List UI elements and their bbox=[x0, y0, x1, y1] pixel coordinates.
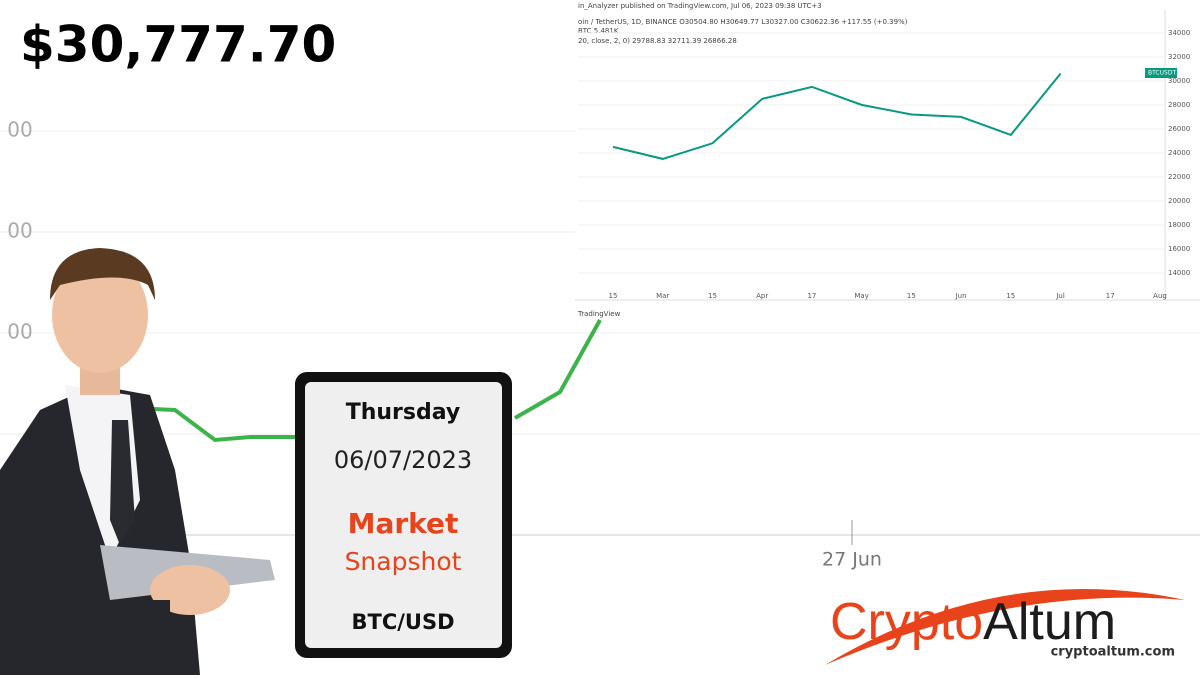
logo-url: cryptoaltum.com bbox=[1051, 645, 1175, 660]
x-tick-label: 15 bbox=[609, 292, 618, 300]
x-tick-label: Apr bbox=[756, 292, 768, 300]
y-tick-label: 14000 bbox=[1168, 269, 1190, 277]
inset-footer: TradingView bbox=[577, 310, 621, 318]
y-tick-label: 30000 bbox=[1168, 77, 1190, 85]
x-tick-label: Aug bbox=[1153, 292, 1167, 300]
card-title: Market bbox=[348, 507, 459, 540]
price: $30,777.70 bbox=[20, 16, 336, 74]
y-tick-label: 28000 bbox=[1168, 101, 1190, 109]
person bbox=[0, 248, 275, 675]
card-day: Thursday bbox=[346, 400, 461, 425]
x-tick-label: 15 bbox=[708, 292, 717, 300]
inset-header: 20, close, 2, 0) 29788.83 32711.39 26866… bbox=[578, 37, 737, 45]
price-tag bbox=[1145, 68, 1177, 78]
x-tick-label: Jun bbox=[955, 292, 967, 300]
x-tick-label: 17 bbox=[1106, 292, 1115, 300]
bg-y-label: 00 bbox=[7, 320, 32, 344]
inset-header: oin / TetherUS, 1D, BINANCE O30504.80 H3… bbox=[578, 18, 908, 26]
inset-header: in_Analyzer published on TradingView.com… bbox=[578, 2, 822, 10]
y-tick-label: 20000 bbox=[1168, 197, 1190, 205]
card-subtitle: Snapshot bbox=[345, 547, 462, 576]
y-tick-label: 24000 bbox=[1168, 149, 1190, 157]
bg-x-label: 27 Jun bbox=[822, 549, 882, 571]
logo-part: Crypto bbox=[830, 593, 983, 651]
x-tick-label: May bbox=[854, 292, 868, 300]
card: Thursday 06/07/2023 Market Snapshot BTC/… bbox=[295, 372, 512, 658]
x-tick-label: Mar bbox=[656, 292, 669, 300]
bg-y-label: 00 bbox=[7, 118, 32, 142]
inset-chart: in_Analyzer published on TradingView.com… bbox=[575, 0, 1200, 318]
logo-part: Altum bbox=[983, 593, 1116, 651]
background-line bbox=[129, 319, 602, 443]
y-tick-label: 22000 bbox=[1168, 173, 1190, 181]
inset-header: BTC 5.481K bbox=[578, 27, 619, 35]
y-tick-label: 26000 bbox=[1168, 125, 1190, 133]
x-tick-label: 15 bbox=[907, 292, 916, 300]
x-tick-label: Jul bbox=[1055, 292, 1065, 300]
y-tick-label: 34000 bbox=[1168, 29, 1190, 37]
x-tick-label: 17 bbox=[807, 292, 816, 300]
bg-y-label: 00 bbox=[7, 219, 32, 243]
logo-name: CryptoAltum bbox=[830, 593, 1116, 651]
card-date: 06/07/2023 bbox=[334, 446, 472, 474]
card-pair: BTC/USD bbox=[351, 610, 454, 634]
y-tick-label: 16000 bbox=[1168, 245, 1190, 253]
inset-background bbox=[575, 0, 1200, 310]
logo: CryptoAltum cryptoaltum.com bbox=[825, 588, 1185, 665]
x-tick-label: 15 bbox=[1006, 292, 1015, 300]
y-tick-label: 32000 bbox=[1168, 53, 1190, 61]
price-line bbox=[612, 73, 1062, 160]
price-tag-label: BTCUSDT bbox=[1148, 70, 1176, 77]
y-tick-label: 18000 bbox=[1168, 221, 1190, 229]
